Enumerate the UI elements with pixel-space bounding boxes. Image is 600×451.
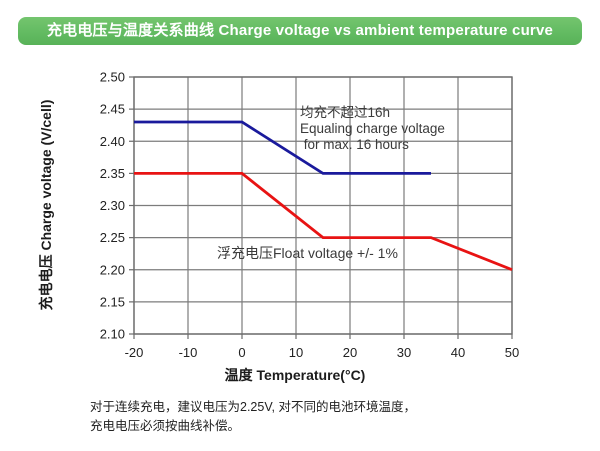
x-tick-label: 50 (505, 345, 519, 360)
x-axis-title: 温度 Temperature(°C) (224, 367, 366, 383)
footnote-text: 对于连续充电，建议电压为2.25V, 对不同的电池环境温度， 充电电压必须按曲线… (90, 400, 416, 434)
float-voltage-line (134, 171, 513, 272)
x-tick-label: -10 (179, 345, 198, 360)
plot-border (133, 76, 513, 335)
equalize-charge-annotation: 均充不超过16h Equaling charge voltage for max… (300, 105, 445, 152)
y-tick-label: 2.35 (100, 166, 125, 181)
x-tick-label: -20 (125, 345, 144, 360)
x-tick-label: 10 (289, 345, 303, 360)
x-tick-label: 30 (397, 345, 411, 360)
y-tick-label: 2.50 (100, 70, 125, 85)
y-tick-label: 2.15 (100, 294, 125, 309)
x-tick-label: 40 (451, 345, 465, 360)
y-tick-label: 2.10 (100, 327, 125, 342)
y-tick-label: 2.25 (100, 230, 125, 245)
y-tick-label: 2.45 (100, 102, 125, 117)
float-voltage-annotation: 浮充电压Float voltage +/- 1% (217, 245, 398, 261)
x-tick-label: 20 (343, 345, 357, 360)
y-tick-label: 2.20 (100, 262, 125, 277)
equalize-charge-line (134, 120, 431, 175)
chart-title-banner: 充电电压与温度关系曲线 Charge voltage vs ambient te… (18, 17, 582, 45)
y-axis-title: 充电电压 Charge voltage (V/cell) (38, 99, 54, 311)
y-tick-label: 2.30 (100, 198, 125, 213)
y-tick-label: 2.40 (100, 134, 125, 149)
x-tick-label: 0 (238, 345, 245, 360)
